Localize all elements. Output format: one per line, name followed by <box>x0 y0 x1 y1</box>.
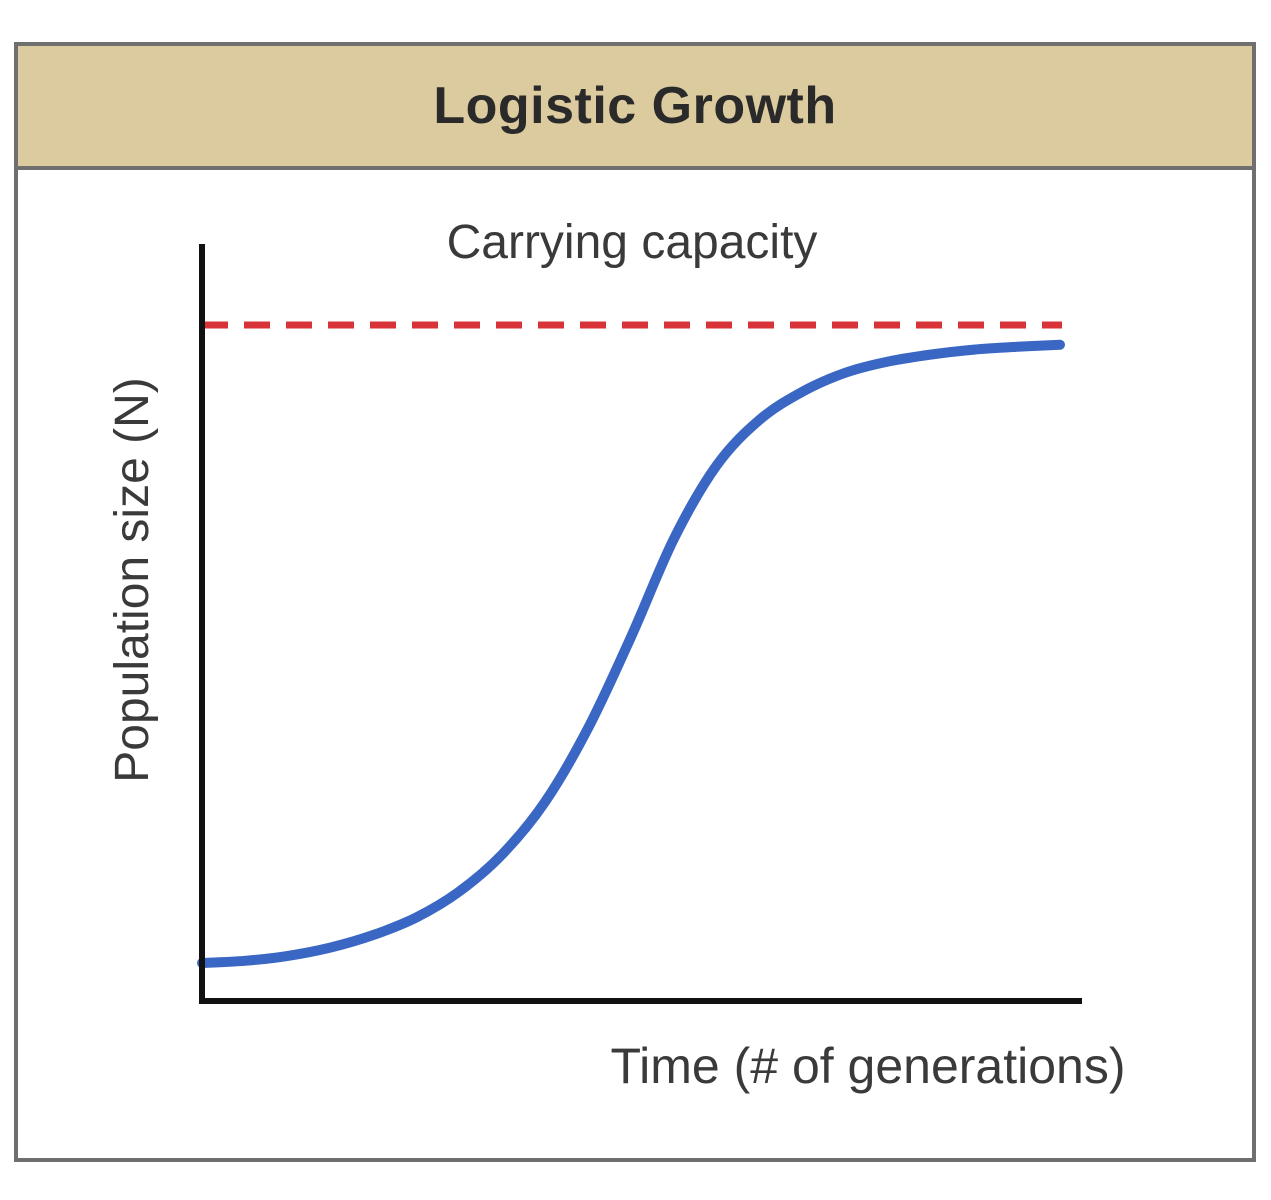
x-axis-label: Time (# of generations) <box>610 1038 1125 1094</box>
plot-area <box>197 321 1065 968</box>
chart-frame: Logistic Growth <box>14 42 1256 1162</box>
title-bar: Logistic Growth <box>18 46 1252 170</box>
y-axis-label: Population size (N) <box>106 377 159 783</box>
logistic-growth-curve <box>197 339 1065 968</box>
chart-title: Logistic Growth <box>433 77 837 135</box>
carrying-capacity-label: Carrying capacity <box>447 216 818 269</box>
